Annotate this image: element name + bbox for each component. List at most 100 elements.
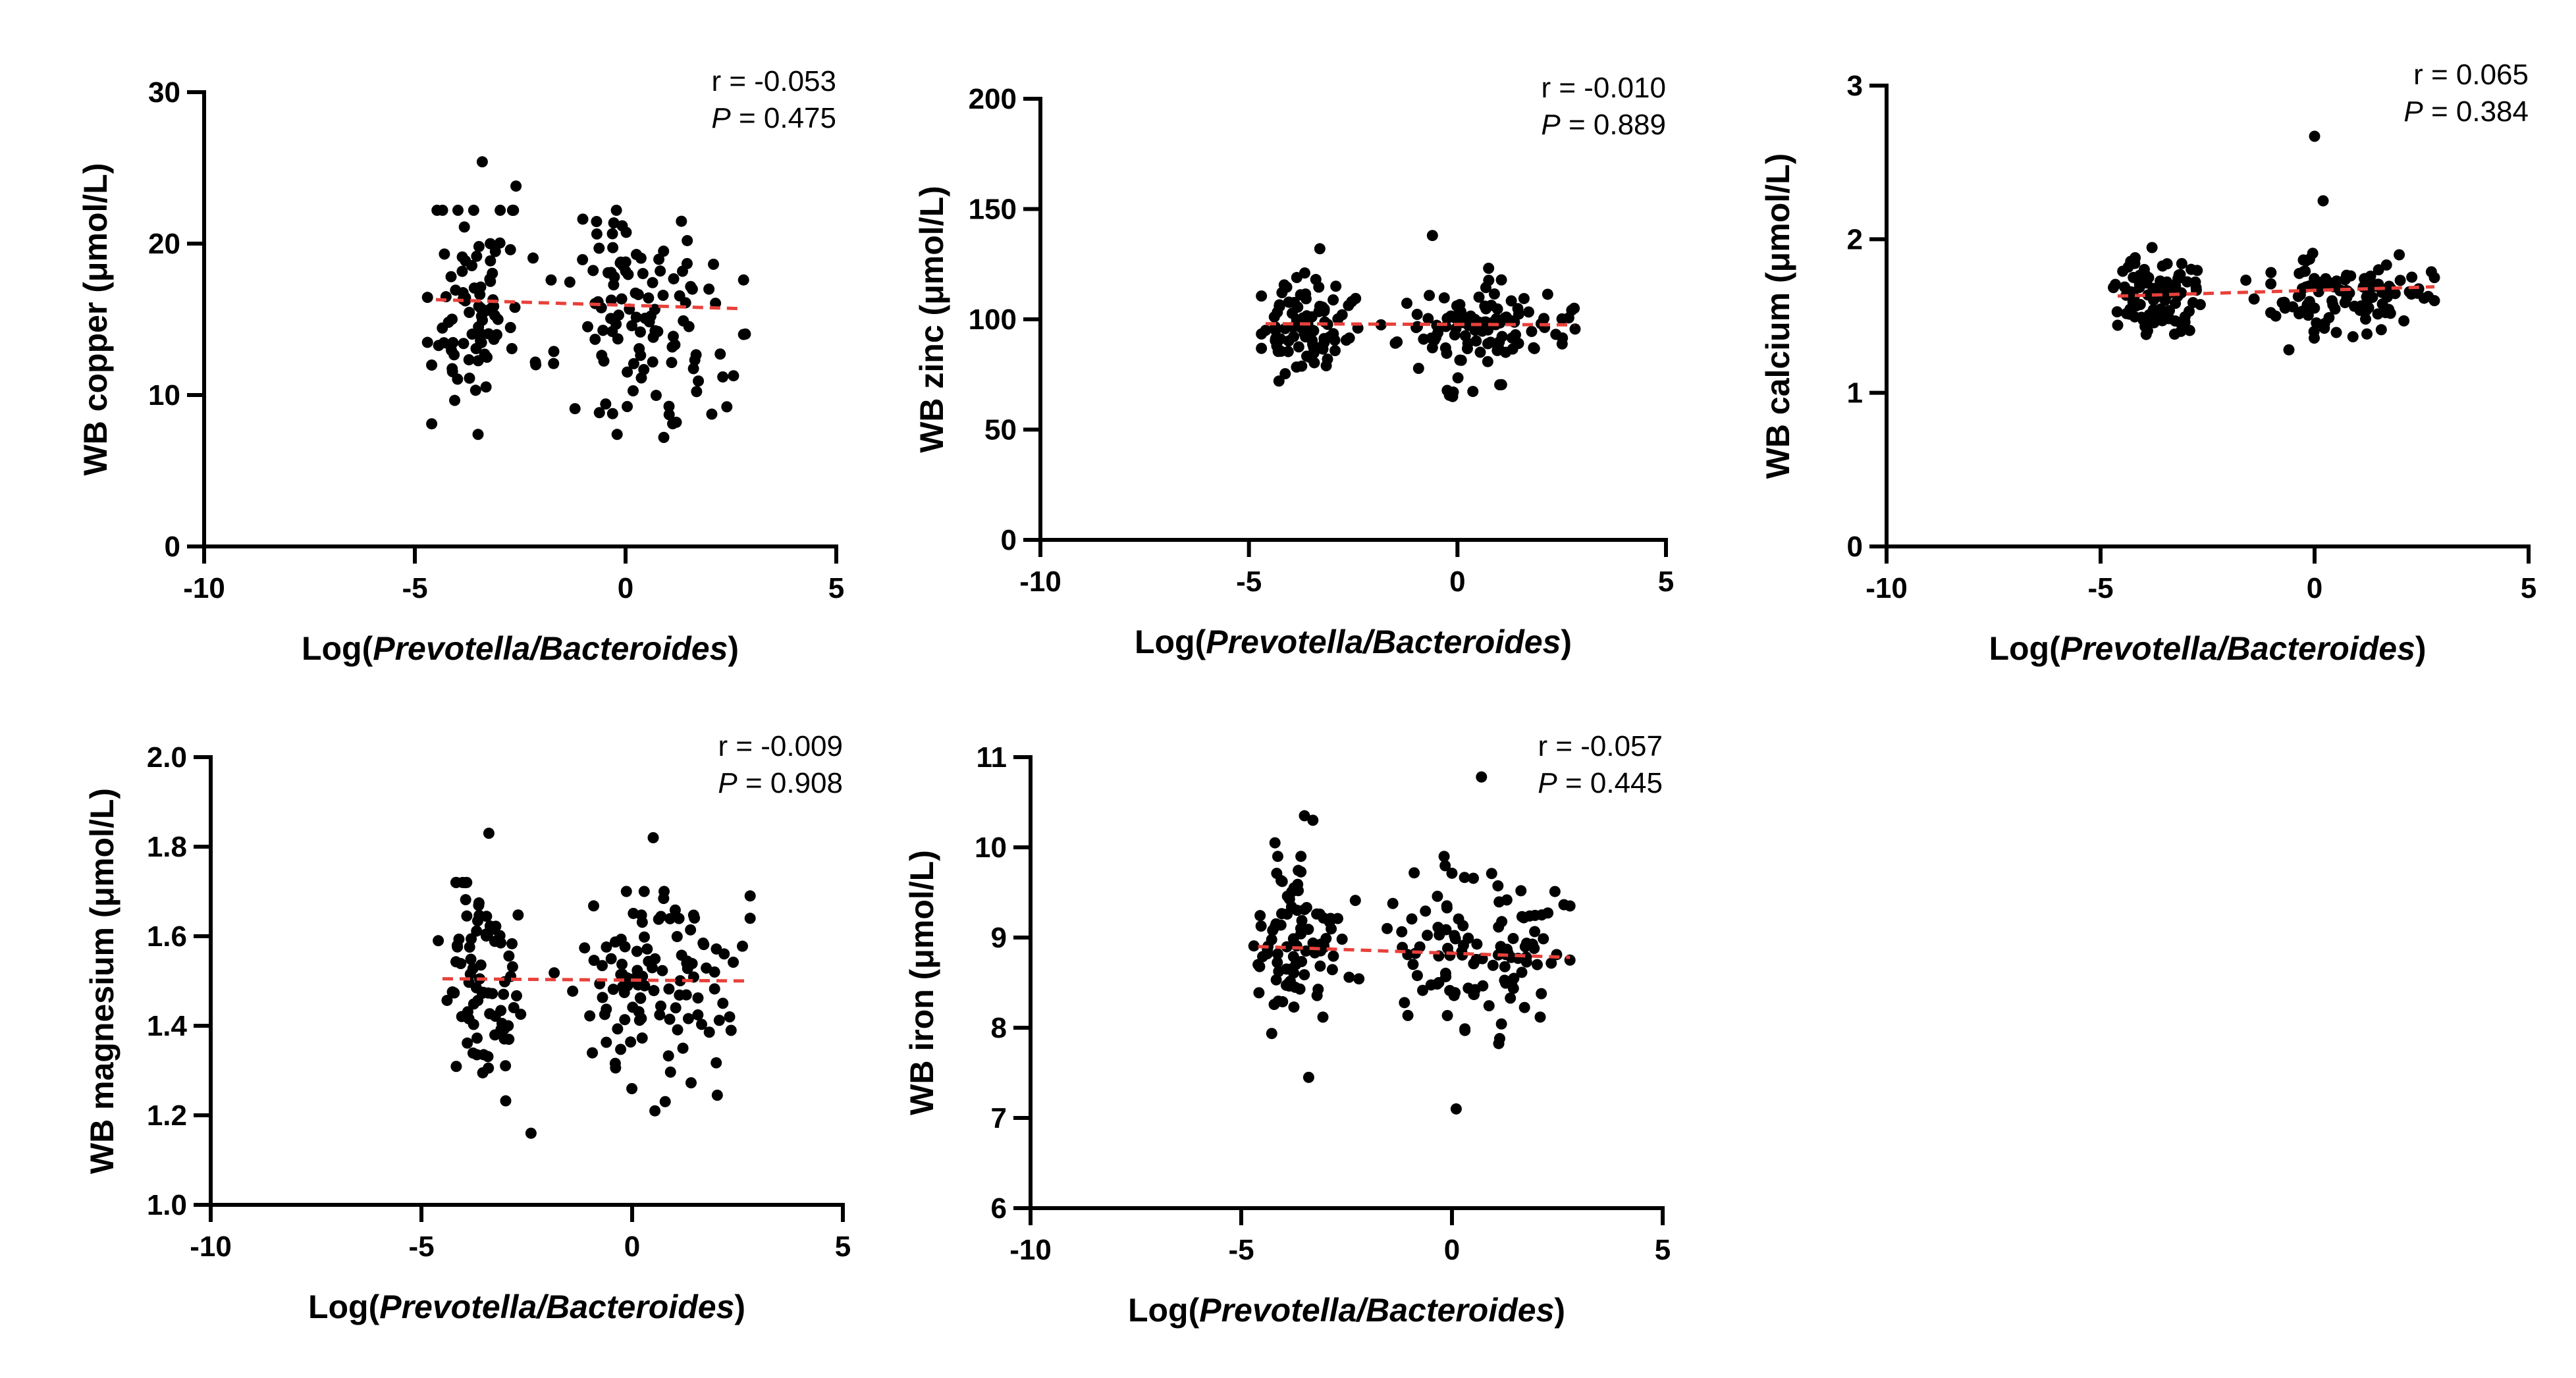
data-point: [500, 1095, 512, 1107]
data-point: [1426, 342, 1438, 354]
r-value: r = 0.065: [2413, 59, 2529, 91]
data-point: [1542, 288, 1553, 300]
data-point: [1495, 274, 1507, 286]
data-point: [2406, 271, 2418, 283]
data-point: [2394, 249, 2405, 261]
data-point: [1286, 307, 1298, 319]
x-tick-label: 0: [1444, 1234, 1460, 1266]
y-tick-label: 0: [1847, 531, 1863, 563]
data-point: [1307, 814, 1319, 826]
x-axis-title: Log(Prevotella/Bacteroides): [1989, 630, 2426, 667]
data-point: [472, 429, 484, 440]
data-point: [1505, 295, 1517, 307]
data-point: [463, 354, 475, 365]
x-axis-title-suffix: ): [1561, 623, 1572, 660]
data-point: [1311, 990, 1323, 1001]
regression-line: [1258, 945, 1570, 959]
y-axis-title: WB magnesium (μmol/L): [84, 788, 121, 1174]
y-tick-label: 1.4: [147, 1010, 188, 1042]
data-point: [506, 343, 518, 355]
data-point: [711, 1090, 723, 1101]
data-point: [677, 1042, 689, 1054]
data-point: [591, 228, 603, 240]
data-point: [2365, 271, 2376, 282]
data-point: [724, 1011, 736, 1023]
data-point: [652, 325, 664, 337]
data-point: [634, 992, 646, 1004]
data-point: [2176, 257, 2187, 269]
p-value: P = 0.889: [1541, 109, 1666, 141]
data-point: [653, 913, 664, 925]
data-point: [2189, 276, 2201, 288]
data-point: [476, 156, 488, 168]
data-point: [498, 1033, 510, 1045]
data-point: [1269, 837, 1281, 849]
p-value: P = 0.445: [1538, 767, 1663, 799]
data-point: [512, 909, 524, 921]
y-tick-label: 2.0: [147, 741, 187, 774]
data-point: [2363, 292, 2375, 304]
data-point: [1288, 331, 1300, 342]
data-point: [2187, 297, 2199, 309]
data-point: [1343, 300, 1355, 311]
data-point: [1284, 975, 1296, 987]
r-value: r = -0.057: [1538, 730, 1663, 762]
data-point: [1297, 312, 1309, 324]
x-axis-title-suffix: ): [728, 630, 739, 667]
data-point: [1486, 868, 1497, 880]
data-point: [1291, 361, 1302, 373]
data-point: [1480, 303, 1492, 315]
data-point: [597, 325, 609, 336]
data-point: [1459, 330, 1471, 342]
p-value: P = 0.384: [2403, 95, 2529, 128]
data-point: [445, 271, 457, 282]
data-point: [478, 1049, 490, 1061]
data-point: [601, 941, 612, 953]
data-point: [1272, 306, 1283, 318]
p-value: P = 0.908: [718, 767, 843, 799]
data-point: [1293, 885, 1304, 897]
x-axis-title: Log(Prevotella/Bacteroides): [1135, 623, 1572, 660]
data-point: [1252, 959, 1264, 970]
data-point: [1480, 282, 1491, 294]
data-point: [689, 354, 701, 366]
data-point: [474, 288, 486, 300]
data-point: [2327, 299, 2339, 311]
data-point: [1382, 922, 1393, 934]
data-point: [1569, 323, 1581, 335]
data-point: [2307, 248, 2319, 259]
data-point: [577, 213, 589, 225]
data-point: [515, 1008, 527, 1020]
chart-calcium: 0 1 2 3 -10 -5 0 5 Log(Prevotella/Bacteroides) WB…: [1759, 59, 2536, 667]
data-point: [548, 346, 560, 358]
data-point: [587, 265, 599, 277]
data-point: [452, 204, 464, 216]
chart-zinc: 0 50 100 150 200 -10 -5 0 5 Log(Prevotella/Bacter…: [913, 72, 1674, 660]
x-tick-label: 5: [2521, 572, 2536, 604]
data-point: [2111, 306, 2123, 318]
y-tick-label: 0: [1001, 524, 1017, 556]
data-point: [1482, 356, 1493, 367]
p-value-number: = 0.445: [1557, 767, 1663, 799]
x-tick-label: -10: [1009, 1234, 1052, 1266]
data-point: [647, 832, 659, 843]
data-point: [1308, 357, 1320, 369]
data-point: [589, 333, 601, 345]
p-label: P: [718, 767, 738, 799]
data-point: [1534, 1011, 1546, 1023]
data-point: [2376, 298, 2388, 310]
data-point: [2296, 305, 2308, 317]
data-point: [674, 975, 686, 987]
data-point: [615, 1044, 627, 1055]
data-point: [1499, 961, 1511, 972]
y-tick-label: 50: [984, 414, 1017, 446]
x-tick-label: -5: [1236, 566, 1262, 598]
data-point: [636, 1032, 648, 1044]
x-axis-title-italic: Prevotella/Bacteroides: [1206, 623, 1561, 660]
data-point: [620, 226, 632, 238]
p-label: P: [2403, 95, 2423, 128]
data-point: [682, 1013, 694, 1024]
data-point: [1501, 943, 1513, 955]
data-point: [1272, 851, 1283, 862]
